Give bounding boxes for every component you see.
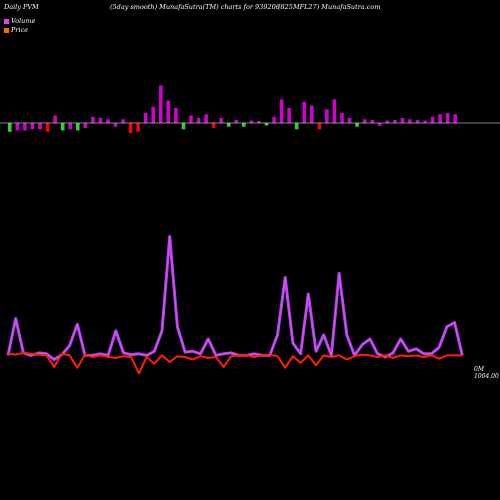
volume-bar	[76, 123, 80, 131]
volume-line-shadow	[6, 235, 464, 361]
volume-bar	[340, 113, 344, 123]
volume-bar	[408, 119, 412, 124]
volume-bar	[196, 118, 201, 123]
volume-bar	[219, 118, 223, 123]
volume-bar	[60, 123, 65, 131]
volume-bar	[128, 123, 133, 133]
volume-bar	[226, 123, 231, 127]
volume-bar	[272, 116, 276, 124]
volume-bar	[264, 123, 269, 126]
volume-bar	[68, 123, 72, 130]
volume-bar	[204, 114, 208, 124]
chart-header-left: Daily PVM	[4, 3, 39, 11]
volume-bar	[23, 123, 27, 131]
volume-bar	[445, 113, 450, 123]
right-axis-upper-label: 0M	[474, 366, 485, 373]
legend-price: Price	[4, 26, 28, 34]
volume-bar	[430, 116, 435, 124]
volume-bar	[211, 123, 216, 128]
volume-bar	[91, 116, 95, 124]
volume-bar	[362, 119, 367, 124]
volume-bar	[113, 123, 118, 127]
volume-bar	[45, 123, 50, 132]
volume-bar	[143, 113, 148, 123]
volume-bar	[106, 119, 110, 124]
legend-price-label: Price	[11, 26, 29, 34]
chart-header-right: (825MFL27) MunafaSutra.com	[278, 3, 381, 11]
volume-bar	[377, 123, 382, 126]
volume-bar	[136, 123, 140, 132]
volume-bar	[121, 119, 125, 124]
volume-bar	[30, 123, 35, 130]
volume-bar	[38, 123, 42, 130]
volume-bar	[181, 123, 186, 130]
volume-bar	[249, 120, 254, 123]
legend-volume: Volume	[4, 17, 35, 25]
volume-bar	[151, 106, 155, 124]
right-axis-lower-label: 1004.00	[474, 373, 499, 380]
line-series	[6, 235, 464, 375]
volume-bar	[355, 123, 359, 127]
volume-bar	[393, 120, 397, 123]
price-line	[7, 351, 463, 375]
volume-bar	[98, 118, 103, 123]
volume-bar	[332, 99, 337, 124]
legend-price-swatch	[4, 27, 9, 33]
volume-bar	[400, 118, 405, 123]
volume-bar	[189, 115, 193, 123]
volume-bar	[453, 114, 457, 124]
volume-bar	[302, 101, 306, 124]
volume-bar	[415, 120, 420, 123]
volume-bar	[8, 123, 12, 132]
volume-bar	[423, 120, 427, 123]
volume-bar	[234, 120, 239, 123]
volume-line	[7, 235, 463, 361]
volume-bars	[8, 85, 457, 133]
volume-bar	[83, 123, 88, 128]
volume-bar	[257, 121, 261, 123]
legend-volume-swatch	[4, 18, 9, 24]
volume-bar	[294, 123, 299, 130]
volume-bar	[385, 120, 390, 123]
volume-bar	[159, 85, 163, 123]
volume-bar	[166, 100, 171, 123]
volume-bar	[438, 114, 442, 124]
chart-header-title: (5day smooth) MunafaSutra(TM) charts for…	[110, 3, 280, 11]
volume-bar	[15, 123, 20, 131]
volume-bar	[174, 108, 178, 123]
volume-bar	[287, 108, 291, 123]
volume-bar	[53, 115, 57, 123]
volume-bar	[370, 120, 374, 123]
volume-bar	[317, 123, 322, 130]
volume-bar	[242, 123, 246, 127]
volume-bar	[325, 109, 329, 124]
volume-bar	[279, 99, 284, 124]
volume-bar	[347, 118, 352, 123]
volume-bar	[310, 105, 314, 123]
legend-volume-label: Volume	[11, 17, 36, 25]
